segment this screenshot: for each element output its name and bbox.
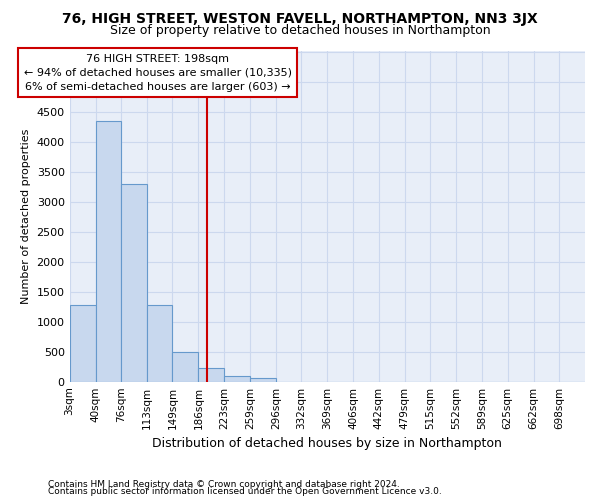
Y-axis label: Number of detached properties: Number of detached properties xyxy=(21,129,31,304)
Bar xyxy=(147,306,172,382)
Text: 76, HIGH STREET, WESTON FAVELL, NORTHAMPTON, NN3 3JX: 76, HIGH STREET, WESTON FAVELL, NORTHAMP… xyxy=(62,12,538,26)
Bar xyxy=(199,368,224,382)
Text: Size of property relative to detached houses in Northampton: Size of property relative to detached ho… xyxy=(110,24,490,37)
Bar xyxy=(250,378,276,382)
Text: Contains public sector information licensed under the Open Government Licence v3: Contains public sector information licen… xyxy=(48,487,442,496)
X-axis label: Distribution of detached houses by size in Northampton: Distribution of detached houses by size … xyxy=(152,437,502,450)
Bar xyxy=(70,306,95,382)
Bar xyxy=(172,352,199,382)
Text: Contains HM Land Registry data © Crown copyright and database right 2024.: Contains HM Land Registry data © Crown c… xyxy=(48,480,400,489)
Bar xyxy=(95,120,121,382)
Text: 76 HIGH STREET: 198sqm
← 94% of detached houses are smaller (10,335)
6% of semi-: 76 HIGH STREET: 198sqm ← 94% of detached… xyxy=(23,54,292,92)
Bar xyxy=(224,376,250,382)
Bar xyxy=(121,184,147,382)
